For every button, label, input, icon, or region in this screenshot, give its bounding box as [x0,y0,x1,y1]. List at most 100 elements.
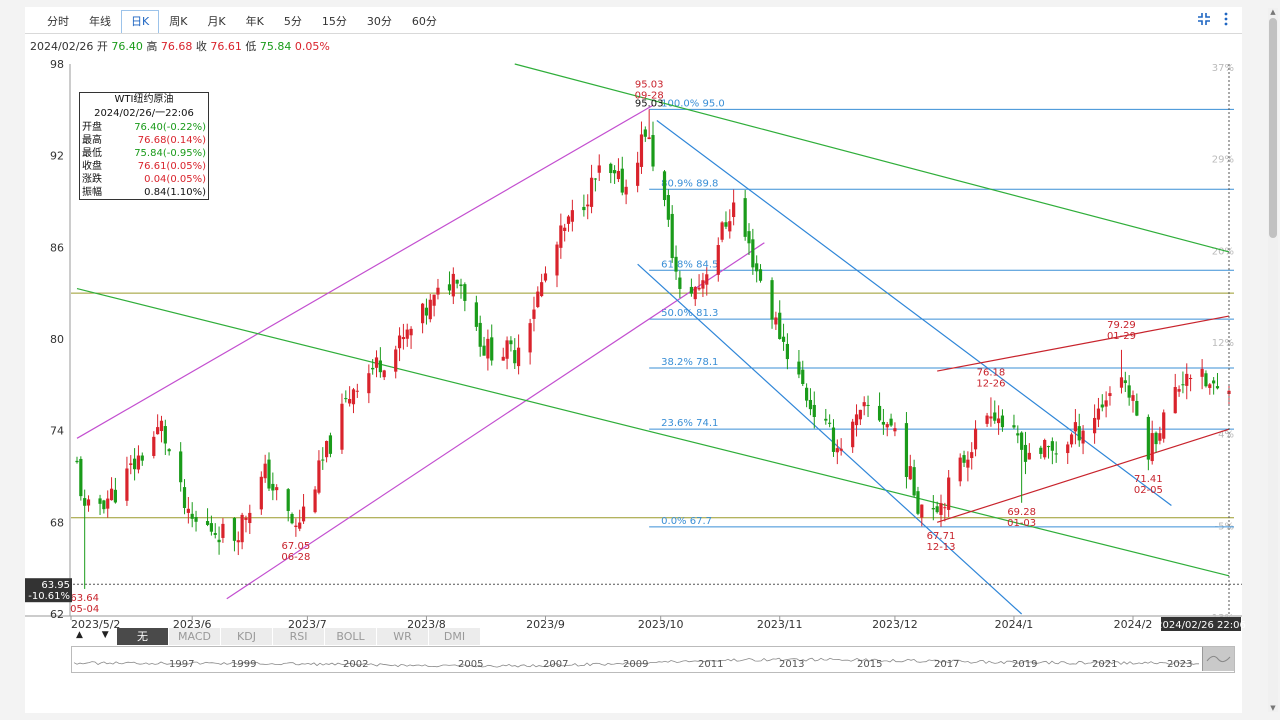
candle-body [885,424,889,428]
info-date: 2024/02/26 [30,40,94,53]
candle-body [674,256,678,272]
candle-body [236,540,240,543]
candle-body [916,491,920,514]
tab-3[interactable]: 周K [169,15,188,28]
candle-body [275,487,279,491]
scrollbar-thumb[interactable] [1269,18,1277,238]
candle-body [455,279,459,284]
price-annotation-value: 71.41 [1134,474,1163,485]
candle-body [397,335,402,349]
candle-body [566,216,571,224]
candle-body [939,503,943,515]
x-tick-label: 2023/9 [526,618,565,631]
candle-body [313,489,317,513]
candle-body [190,513,194,519]
candle-body [1023,444,1028,462]
indicator-tab-0[interactable]: 无 [116,628,168,645]
tab-5[interactable]: 年K [245,15,264,28]
legend-row: 涨跌 0.04(0.05%) [80,173,208,186]
history-sparkline [73,657,1199,668]
candle-body [563,227,567,231]
navigator-handle[interactable] [1202,647,1234,671]
candle-body [1204,373,1208,387]
scroll-up-icon[interactable]: ▲ [1270,8,1276,16]
candle-body [958,457,962,482]
candle-body [1073,422,1077,432]
fib-level-label: 61.8% 84.5 [661,259,718,270]
candle-body [543,273,548,281]
legend-row: 最高 76.68(0.14%) [80,134,208,147]
crosshair-pct: -10.61% [28,591,70,602]
fib-level-label: 80.9% 89.8 [661,178,718,189]
navigator-year: 1999 [231,659,257,670]
candle-body [240,514,244,543]
candle-body [156,427,160,435]
x-tick-label: 2023/12 [872,618,918,631]
tab-4[interactable]: 月K [207,15,226,28]
candle-body [1012,425,1016,428]
indicator-tab-6[interactable]: DMI [428,628,480,645]
candle-body [1208,384,1212,388]
candle-body [778,312,782,339]
candle-body [374,357,379,368]
nav-arrows[interactable]: ▲ ▼ [76,630,117,640]
indicator-tab-1[interactable]: MACD [168,628,220,645]
candle-body [1154,432,1158,445]
more-vert-icon[interactable] [1223,12,1229,30]
candle-body [474,302,478,327]
candle-body [758,269,763,281]
indicator-tab-4[interactable]: BOLL [324,628,376,645]
candle-body [1200,368,1204,377]
page-scrollbar[interactable]: ▲ ▼ [1268,8,1278,712]
tab-6[interactable]: 5分 [283,15,302,28]
y-tick-label: 68 [50,516,64,529]
candle-body [459,284,463,287]
trend-line [937,315,1230,372]
candle-body [486,338,490,359]
tab-7[interactable]: 15分 [321,15,347,28]
candle-body [973,428,978,450]
x-tick-label: 2023/7 [288,618,327,631]
candle-body [724,222,728,227]
trend-line [656,120,1172,507]
candle-body [670,213,674,259]
indicator-tab-3[interactable]: RSI [272,628,324,645]
indicator-tab-2[interactable]: KDJ [220,628,272,645]
candle-body [839,448,843,451]
tab-1[interactable]: 年线 [89,15,111,28]
legend-row: 收盘 76.61(0.05%) [80,160,208,173]
navigator-year: 2009 [623,659,649,670]
info-high: 76.68 [160,40,193,53]
candle-body [662,171,667,201]
candle-body [482,345,486,356]
candle-body [747,231,751,244]
tab-8[interactable]: 30分 [366,15,392,28]
candle-body [75,460,79,463]
candle-body [421,303,425,324]
candle-body [259,476,263,510]
price-annotation-value: 69.28 [1007,507,1036,518]
trend-line [226,242,765,600]
collapse-icon[interactable] [1197,12,1211,30]
history-navigator[interactable]: 1997 1999 2002 2005 2007 2009 2011 2013 2015 2017… [71,646,1235,673]
indicator-tab-5[interactable]: WR [376,628,428,645]
price-annotation-date: 01-03 [1007,518,1036,529]
candle-body [877,405,882,421]
tab-0[interactable]: 分时 [47,15,69,28]
candle-body [751,239,755,268]
candle-body [705,274,709,285]
candle-body [697,287,701,290]
info-high-label: 高 [146,40,158,53]
candle-body [716,245,720,275]
navigator-year: 2023 [1167,659,1193,670]
tab-9[interactable]: 60分 [411,15,437,28]
scroll-down-icon[interactable]: ▼ [1270,704,1276,712]
info-open-label: 开 [96,40,108,53]
candle-body [678,277,682,289]
navigator-year: 2019 [1012,659,1038,670]
navigator-year: 2021 [1092,659,1118,670]
candle-body [478,322,482,347]
candle-body [620,168,624,193]
candle-body [152,436,156,456]
